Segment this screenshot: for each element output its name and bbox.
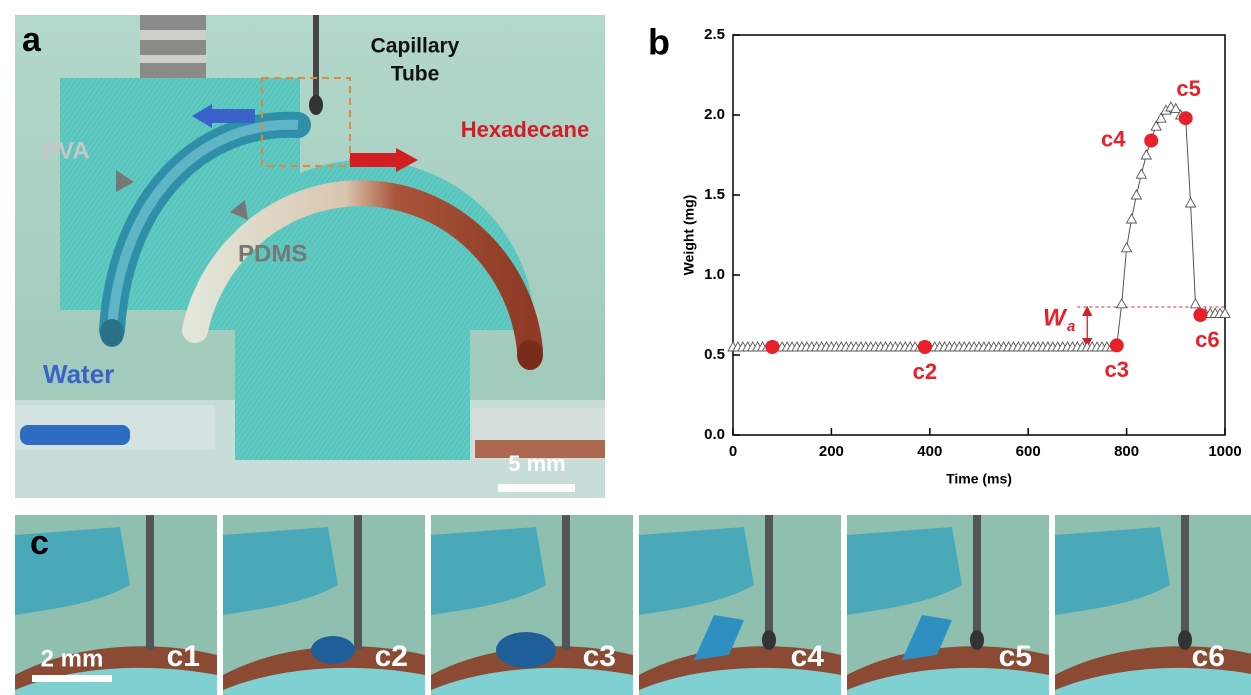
x-tick-label: 0 <box>729 443 737 460</box>
photo-detail <box>431 527 546 615</box>
photo-detail <box>762 630 776 650</box>
photo-detail <box>562 515 570 650</box>
x-tick-label: 400 <box>917 443 942 460</box>
panel-label: a <box>22 21 42 59</box>
photo-detail <box>311 636 355 664</box>
photo-detail <box>223 527 338 615</box>
photo-detail <box>847 667 1049 695</box>
point-label: c6 <box>1195 327 1219 352</box>
marker <box>1144 133 1159 148</box>
y-tick-label: 0.5 <box>704 346 725 363</box>
scale-bar <box>32 675 112 682</box>
plot-frame <box>732 34 1226 436</box>
y-tick-label: 2.0 <box>704 106 725 123</box>
label-capillary: Capillary <box>371 35 460 58</box>
photo-detail <box>639 667 841 695</box>
panel-label: c <box>30 524 49 562</box>
y-tick-label: 2.5 <box>704 26 725 43</box>
marker <box>1150 120 1162 131</box>
point-label: c5 <box>1176 76 1200 101</box>
marker <box>1135 168 1148 179</box>
y-tick-label: 0.0 <box>704 426 725 443</box>
x-tick-label: 800 <box>1114 443 1139 460</box>
marker <box>1189 297 1202 309</box>
x-tick-label: 200 <box>819 443 844 460</box>
photo-strip: c1 c2 c3 c4 c5 c6 c 2 mm <box>15 515 1251 695</box>
photo-detail <box>146 515 154 650</box>
y-tick-label: 1.0 <box>704 266 725 283</box>
photo-detail <box>694 615 744 660</box>
photo-detail <box>847 527 962 615</box>
photo-detail <box>973 515 981 635</box>
photo-detail <box>1181 515 1189 635</box>
frame-label: c1 <box>167 640 200 673</box>
annotation: W <box>1043 304 1068 331</box>
x-tick-label: 1000 <box>1208 443 1241 460</box>
y-axis-label: Weight (mg) <box>681 195 697 276</box>
point-label: c4 <box>1101 126 1126 151</box>
photo-detail <box>765 515 773 635</box>
frame-label: c5 <box>999 640 1032 673</box>
marker <box>1193 308 1208 322</box>
photo-a <box>15 15 605 498</box>
photo-detail <box>970 630 984 650</box>
label-pva: PVA <box>42 137 90 164</box>
photo-detail <box>15 527 130 615</box>
photo-detail <box>354 515 362 650</box>
marker <box>1109 338 1124 353</box>
chart: 0 200 400 600 800 1000 0.0 0.5 1.0 1.5 2.0 2.5 Time … <box>681 26 1242 487</box>
photo-detail <box>639 527 754 615</box>
photo-detail <box>496 632 556 668</box>
frame-label: c6 <box>1192 640 1225 673</box>
annotation: a <box>1067 318 1075 335</box>
marker <box>1184 197 1197 208</box>
photo-detail <box>902 615 952 660</box>
point-label: c2 <box>913 359 937 384</box>
marker <box>917 340 932 354</box>
label-capillary: Tube <box>391 63 440 86</box>
photo-detail <box>1178 630 1192 650</box>
photo-detail <box>223 667 425 695</box>
marker <box>1140 149 1153 160</box>
y-tick-label: 1.5 <box>704 186 725 203</box>
marker <box>1130 189 1143 200</box>
x-axis-label: Time (ms) <box>946 471 1012 487</box>
photo-detail <box>1055 667 1251 695</box>
marker <box>1125 213 1138 224</box>
marker <box>765 340 780 354</box>
label-hexadecane: Hexadecane <box>461 117 589 142</box>
marker <box>1178 111 1193 126</box>
x-tick-label: 600 <box>1016 443 1041 460</box>
marker <box>1219 307 1231 318</box>
scale-label: 2 mm <box>41 645 104 672</box>
frame-label: c4 <box>791 640 825 673</box>
photo-detail <box>15 667 217 695</box>
frame-label: c3 <box>583 640 616 673</box>
photo-detail <box>1055 527 1170 615</box>
panel-label: b <box>648 22 670 63</box>
marker <box>1155 112 1167 123</box>
photo-detail <box>431 667 633 695</box>
frame-label: c2 <box>375 640 408 673</box>
label-pdms: PDMS <box>238 240 307 267</box>
marker <box>1115 297 1128 309</box>
marker <box>1120 241 1133 253</box>
scale-label: 5 mm <box>508 451 565 476</box>
marker <box>1170 102 1182 114</box>
label-water: Water <box>43 359 114 389</box>
point-label: c3 <box>1105 357 1129 382</box>
